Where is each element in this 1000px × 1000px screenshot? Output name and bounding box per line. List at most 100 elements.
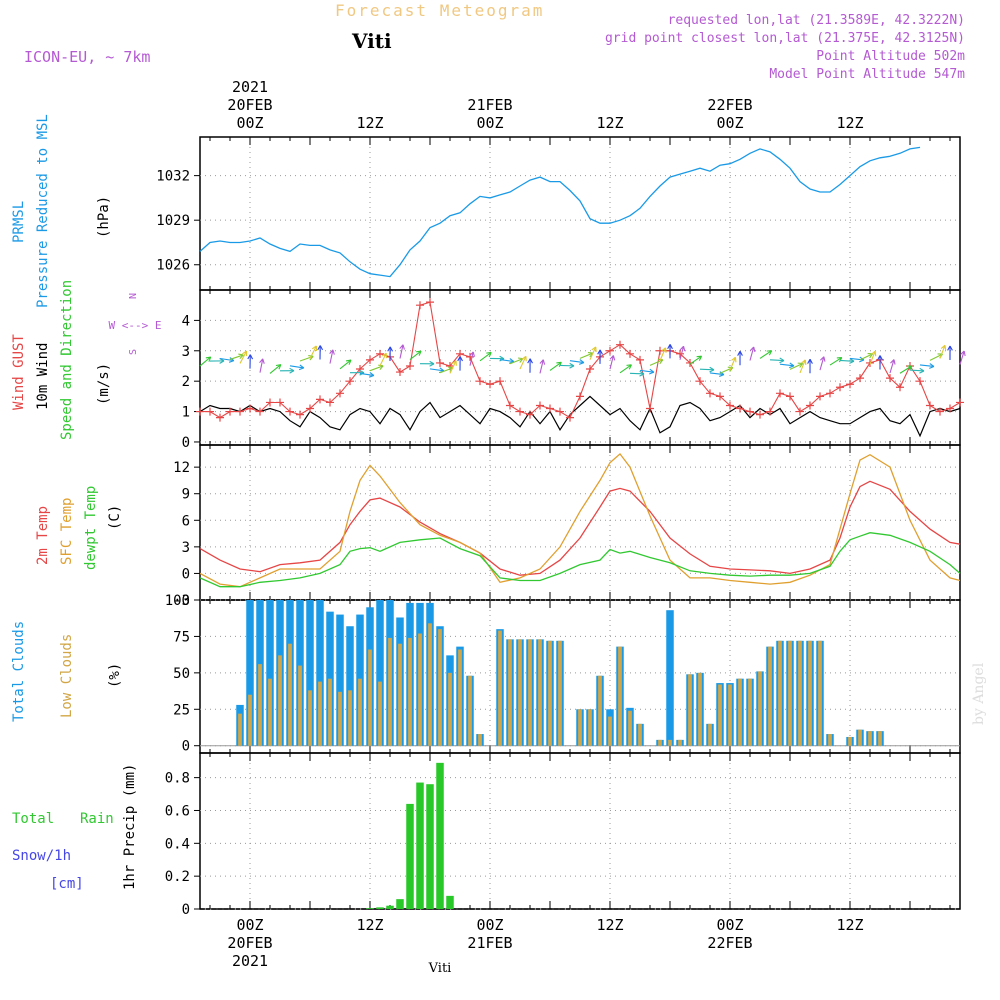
wind-direction-arrowhead bbox=[259, 358, 265, 364]
gust-marker bbox=[426, 298, 434, 307]
gust-marker bbox=[296, 410, 304, 419]
gust-marker bbox=[526, 410, 534, 419]
gust-marker bbox=[816, 392, 824, 401]
sfc-temp-line bbox=[199, 452, 961, 588]
dewpt-line bbox=[199, 532, 961, 588]
bottom-hour-label: 00Z bbox=[716, 916, 743, 934]
low-cloud-bar bbox=[348, 690, 352, 746]
gust-marker bbox=[546, 404, 554, 413]
gust-marker bbox=[226, 407, 234, 416]
low-cloud-bar bbox=[588, 709, 592, 746]
gust-marker bbox=[396, 368, 404, 377]
gust-marker bbox=[486, 380, 494, 389]
wind-direction-arrowhead bbox=[387, 346, 394, 352]
pressure-unit: (hPa) bbox=[96, 196, 112, 238]
gust-marker bbox=[506, 401, 514, 410]
pressure-labels: PRMSL Pressure Reduced to MSL (hPa) bbox=[11, 114, 112, 308]
wind-direction-arrowhead bbox=[626, 364, 632, 370]
low-cloud-bar bbox=[538, 639, 542, 746]
wind-direction-arrow bbox=[699, 368, 715, 371]
wind-direction-arrowhead bbox=[556, 361, 562, 368]
wind-direction-arrowhead bbox=[569, 362, 575, 369]
plot-area: 10261029103201234-3036912025507510000.20… bbox=[156, 78, 966, 970]
gust-marker bbox=[626, 349, 634, 358]
wind-direction-arrowhead bbox=[877, 355, 883, 361]
wind-direction-arrow bbox=[799, 359, 806, 374]
precip-ytick-label: 0.6 bbox=[165, 803, 190, 819]
wind10-label: 10m Wind bbox=[35, 343, 51, 410]
wind-direction-arrow bbox=[689, 355, 702, 365]
low-cloud-bar bbox=[818, 640, 822, 746]
cloud-labels: Total Clouds Low Clouds (%) bbox=[11, 621, 123, 722]
wind-direction-arrowhead bbox=[766, 350, 773, 356]
wind-direction-arrowhead bbox=[836, 357, 843, 363]
low-cloud-bar bbox=[448, 672, 452, 746]
wind-direction-arrow bbox=[649, 359, 664, 366]
compass-we: W <--> E bbox=[109, 319, 162, 332]
gust-marker bbox=[316, 395, 324, 404]
low-cloud-bar bbox=[748, 678, 752, 746]
total-cloud-bar bbox=[246, 600, 254, 746]
low-cloud-bar bbox=[518, 639, 522, 746]
wind-direction-arrowhead bbox=[591, 346, 597, 352]
gust-marker bbox=[916, 377, 924, 386]
model-altitude: Model Point Altitude 547m bbox=[769, 67, 965, 82]
low-cloud-bar bbox=[298, 665, 302, 746]
gust-marker bbox=[946, 404, 954, 413]
dewpt-label: dewpt Temp bbox=[83, 486, 99, 570]
wind-direction-arrow bbox=[569, 360, 584, 364]
wind-direction-arrow bbox=[609, 355, 614, 370]
wind-direction-arrowhead bbox=[919, 367, 925, 374]
wind-direction-arrow bbox=[769, 359, 785, 362]
clouds-ytick-label: 25 bbox=[173, 702, 190, 718]
low-cloud-bar bbox=[438, 629, 442, 746]
gust-marker bbox=[786, 392, 794, 401]
wind-direction-arrowhead bbox=[317, 345, 324, 351]
prmsl-desc: Pressure Reduced to MSL bbox=[35, 114, 51, 308]
rain-bar bbox=[436, 762, 444, 909]
low-cloud-bar bbox=[858, 729, 862, 746]
wind-direction-arrowhead bbox=[329, 349, 335, 355]
gust-marker bbox=[776, 389, 784, 398]
gust-marker bbox=[746, 407, 754, 416]
wind-direction-arrow bbox=[639, 369, 654, 373]
wind-labels: Wind GUST 10m Wind Speed and Direction (… bbox=[11, 280, 161, 440]
gust-marker bbox=[206, 407, 214, 416]
wind-panel: 0 1 2 3 4 bbox=[182, 289, 966, 451]
gust-marker bbox=[576, 392, 584, 401]
low-cloud-bar bbox=[718, 684, 722, 746]
wind-direction-arrowhead bbox=[509, 358, 515, 364]
clouds-ytick-label: 75 bbox=[173, 629, 190, 645]
wind-direction-arrow bbox=[839, 359, 855, 362]
wind-direction-arrowhead bbox=[242, 350, 248, 357]
wind-direction-arrowhead bbox=[906, 365, 913, 371]
gust-marker bbox=[346, 377, 354, 386]
wind-direction-arrowhead bbox=[289, 367, 295, 374]
precip-ytick-label: 0 bbox=[182, 902, 190, 918]
gust-marker bbox=[246, 404, 254, 413]
wind-direction-arrow bbox=[369, 365, 384, 372]
low-cloud-bar bbox=[878, 731, 882, 746]
low-cloud-bar bbox=[468, 675, 472, 746]
wind-direction-arrow bbox=[269, 364, 282, 374]
wind-direction-arrow bbox=[339, 359, 352, 370]
wind-direction-arrow bbox=[899, 365, 913, 374]
rain-bar bbox=[406, 803, 414, 909]
top-hour-label: 00Z bbox=[236, 114, 263, 132]
low-cloud-bar bbox=[638, 723, 642, 746]
low-cloud-bar bbox=[628, 710, 632, 746]
sfc-label: SFC Temp bbox=[59, 498, 75, 565]
bottom-hour-label: 00Z bbox=[476, 916, 503, 934]
rain-bar bbox=[366, 908, 374, 909]
wind-direction-arrow bbox=[789, 362, 803, 370]
wind-direction-arrow bbox=[379, 352, 387, 366]
gust-marker bbox=[566, 413, 574, 422]
gust-marker bbox=[766, 407, 774, 416]
gust-marker bbox=[406, 361, 414, 370]
rain-label: Rain bbox=[80, 811, 114, 827]
wind-direction-arrow bbox=[619, 364, 632, 374]
wind-direction-arrow bbox=[779, 363, 794, 367]
gust-marker bbox=[676, 349, 684, 358]
gust-marker bbox=[266, 398, 274, 407]
